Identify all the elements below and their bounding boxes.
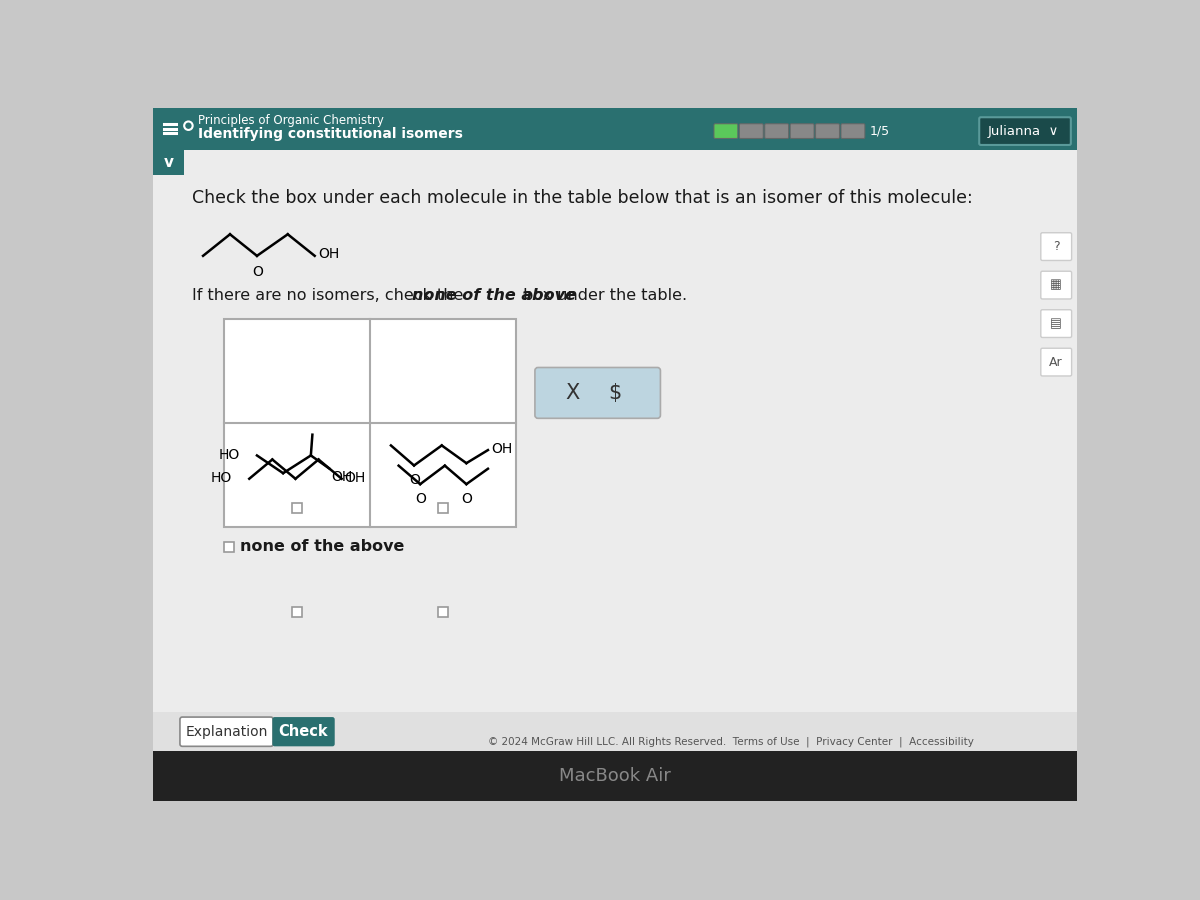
Text: ▦: ▦ [1050,279,1062,292]
FancyBboxPatch shape [535,367,660,419]
Bar [154,150,184,175]
Bar [154,108,1078,150]
Text: Check the box under each molecule in the table below that is an isomer of this m: Check the box under each molecule in the… [192,189,972,207]
FancyBboxPatch shape [979,117,1070,145]
Text: v: v [163,155,174,170]
Text: ?: ? [1052,240,1060,253]
FancyBboxPatch shape [1040,271,1072,299]
FancyBboxPatch shape [841,124,865,139]
Text: $: $ [608,382,622,403]
FancyBboxPatch shape [739,124,763,139]
Bar [224,319,516,526]
FancyBboxPatch shape [816,124,840,139]
Text: O: O [462,491,473,506]
Text: OH: OH [331,470,353,484]
Text: OH: OH [344,471,366,485]
Text: X: X [565,382,580,403]
Text: HO: HO [218,447,240,462]
FancyBboxPatch shape [1040,348,1072,376]
Bar [292,608,302,617]
Text: O: O [409,473,420,487]
Text: MacBook Air: MacBook Air [559,767,671,785]
FancyBboxPatch shape [180,717,274,746]
FancyBboxPatch shape [272,717,335,746]
Text: HO: HO [211,471,233,485]
Text: Principles of Organic Chemistry: Principles of Organic Chemistry [198,113,384,127]
Bar [154,713,1078,751]
Text: O: O [252,266,263,279]
Bar [438,608,449,617]
Bar [292,503,302,513]
FancyBboxPatch shape [714,124,738,139]
FancyBboxPatch shape [1040,310,1072,338]
Bar [154,751,1078,801]
Text: If there are no isomers, check the: If there are no isomers, check the [192,288,468,303]
Text: O: O [415,491,426,506]
Text: ▤: ▤ [1050,317,1062,330]
Text: Ar: Ar [1049,356,1063,369]
Text: Identifying constitutional isomers: Identifying constitutional isomers [198,127,462,141]
Text: Check: Check [278,724,329,739]
Text: Explanation: Explanation [185,724,268,739]
Bar [438,503,449,513]
Text: OH: OH [318,248,340,261]
Text: 1/5: 1/5 [870,124,890,138]
Text: © 2024 McGraw Hill LLC. All Rights Reserved.  Terms of Use  |  Privacy Center  |: © 2024 McGraw Hill LLC. All Rights Reser… [487,736,973,747]
Bar [224,542,234,552]
Text: box under the table.: box under the table. [518,288,688,303]
Text: none of the above: none of the above [412,288,576,303]
Text: Julianna  ∨: Julianna ∨ [988,124,1058,138]
Text: OH: OH [491,442,512,455]
Bar [154,150,1078,713]
FancyBboxPatch shape [764,124,788,139]
Text: none of the above: none of the above [240,539,404,554]
FancyBboxPatch shape [790,124,814,139]
FancyBboxPatch shape [1040,233,1072,260]
